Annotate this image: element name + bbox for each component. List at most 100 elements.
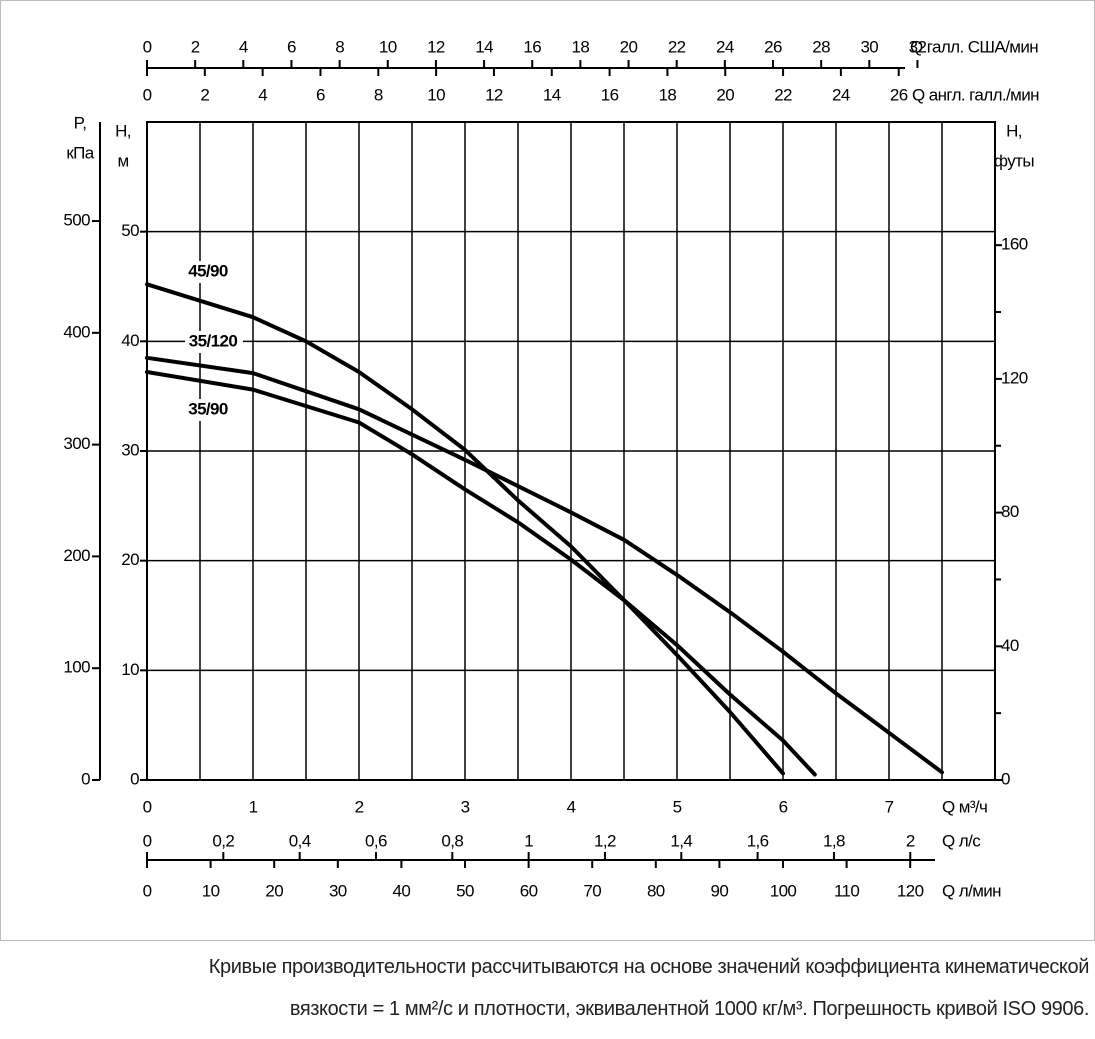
ls_axis-tick-label: 0,4 (289, 831, 311, 850)
x-tick-label: 0 (143, 797, 152, 816)
us_gal_axis-tick-label: 24 (716, 37, 734, 56)
us_gal_axis-tick-label: 32 (909, 37, 927, 56)
us_gal_axis-tick-label: 20 (620, 37, 638, 56)
lmin_axis-tick-label: 80 (647, 881, 665, 900)
uk_gal_axis-tick-label: 2 (200, 85, 209, 104)
ls_axis-tick-label: 0 (143, 831, 152, 850)
uk_gal_axis-tick-label: 14 (543, 85, 561, 104)
p-axis-label: P, (74, 113, 87, 132)
y-tick-label: 40 (121, 331, 139, 350)
us_gal_axis-tick-label: 4 (239, 37, 248, 56)
us_gal_axis-tick-label: 28 (812, 37, 830, 56)
us_gal_axis-tick-label: 0 (143, 37, 152, 56)
curve (145, 355, 944, 775)
curve-label: 35/120 (189, 331, 238, 350)
ft-tick-label: 160 (1001, 235, 1028, 254)
y-tick-label: 20 (121, 550, 139, 569)
lmin_axis-tick-label: 70 (583, 881, 601, 900)
ls_axis-tick-label: 0,8 (441, 831, 463, 850)
p-tick-label: 0 (81, 769, 90, 788)
us_gal_axis-tick-label: 10 (379, 37, 397, 56)
y-tick-label: 0 (130, 769, 139, 788)
ft-axis-label: футы (994, 151, 1034, 170)
p-axis-label: кПа (66, 143, 94, 162)
footer-line: Кривые производительности рассчитываются… (208, 956, 1090, 978)
lmin_axis-tick-label: 30 (329, 881, 347, 900)
p-tick-label: 300 (63, 434, 90, 453)
ft-tick-label: 80 (1001, 502, 1019, 521)
uk_gal_axis-tick-label: 10 (427, 85, 445, 104)
ft-axis-label: H, (1006, 121, 1022, 140)
p-tick-label: 400 (63, 322, 90, 341)
lmin_axis-label: Q л/мин (942, 881, 1001, 900)
us_gal_axis-tick-label: 26 (764, 37, 782, 56)
us_gal_axis-tick-label: 2 (191, 37, 200, 56)
ft-tick-label: 120 (1001, 368, 1028, 387)
y-axis-label: H, (115, 121, 131, 140)
y-tick-label: 10 (121, 660, 139, 679)
us_gal_axis-tick-label: 30 (860, 37, 878, 56)
curve-label: 45/90 (188, 261, 228, 280)
curve-label: 35/90 (188, 399, 228, 418)
x-tick-label: 4 (567, 797, 576, 816)
lmin_axis-tick-label: 0 (143, 881, 152, 900)
x-tick-label: 5 (673, 797, 682, 816)
x-tick-label: 2 (355, 797, 364, 816)
us_gal_axis-tick-label: 16 (523, 37, 541, 56)
ls_axis-tick-label: 1,6 (747, 831, 769, 850)
uk_gal_axis-tick-label: 4 (258, 85, 267, 104)
ft-tick-label: 0 (1001, 769, 1010, 788)
p-tick-label: 200 (63, 546, 90, 565)
uk_gal_axis-tick-label: 22 (774, 85, 792, 104)
us_gal_axis-tick-label: 6 (287, 37, 296, 56)
uk_gal_axis-tick-label: 18 (659, 85, 677, 104)
x-tick-label: 7 (885, 797, 894, 816)
curve (145, 370, 817, 777)
uk_gal_axis-tick-label: 12 (485, 85, 503, 104)
uk_gal_axis-tick-label: 26 (890, 85, 908, 104)
ls_axis-label: Q л/с (942, 831, 981, 850)
x-tick-label: 6 (779, 797, 788, 816)
y-tick-label: 30 (121, 440, 139, 459)
footer-line: вязкости = 1 мм²/с и плотности, эквивале… (289, 998, 1090, 1020)
uk_gal_axis-tick-label: 20 (716, 85, 734, 104)
chart: 01020304050H,м0100200300400500P,кПа04080… (0, 0, 1095, 941)
uk_gal_axis-tick-label: 0 (143, 85, 152, 104)
us_gal_axis-tick-label: 12 (427, 37, 445, 56)
us_gal_axis-tick-label: 14 (475, 37, 493, 56)
lmin_axis-tick-label: 50 (456, 881, 474, 900)
uk_gal_axis-tick-label: 6 (316, 85, 325, 104)
ft-tick-label: 40 (1001, 636, 1019, 655)
lmin_axis-tick-label: 20 (265, 881, 283, 900)
p-tick-label: 100 (63, 658, 90, 677)
x-tick-label: 3 (461, 797, 470, 816)
lmin_axis-tick-label: 10 (202, 881, 220, 900)
p-tick-label: 500 (63, 211, 90, 230)
lmin_axis-tick-label: 100 (770, 881, 797, 900)
uk_gal_axis-tick-label: 8 (374, 85, 383, 104)
uk_gal_axis-label: Q англ. галл./мин (912, 85, 1039, 104)
lmin_axis-tick-label: 40 (393, 881, 411, 900)
chart-frame (0, 0, 1095, 941)
x-tick-label: 1 (249, 797, 258, 816)
ls_axis-tick-label: 1 (524, 831, 533, 850)
curve-label-bg (185, 331, 243, 353)
us_gal_axis-label: Q галл. США/мин (910, 37, 1038, 56)
x-axis-label: Q м³/ч (942, 797, 987, 816)
lmin_axis-tick-label: 60 (520, 881, 538, 900)
uk_gal_axis-tick-label: 24 (832, 85, 850, 104)
ls_axis-tick-label: 1,8 (823, 831, 845, 850)
ls_axis-tick-label: 0,2 (212, 831, 234, 850)
ls_axis-tick-label: 2 (906, 831, 915, 850)
y-tick-label: 50 (121, 221, 139, 240)
lmin_axis-tick-label: 120 (897, 881, 924, 900)
uk_gal_axis-tick-label: 16 (601, 85, 619, 104)
ls_axis-tick-label: 1,2 (594, 831, 616, 850)
lmin_axis-tick-label: 90 (711, 881, 729, 900)
us_gal_axis-tick-label: 8 (335, 37, 344, 56)
ls_axis-tick-label: 0,6 (365, 831, 387, 850)
lmin_axis-tick-label: 110 (834, 881, 859, 900)
curve-label-bg (180, 399, 238, 421)
curve-label-bg (180, 261, 238, 283)
